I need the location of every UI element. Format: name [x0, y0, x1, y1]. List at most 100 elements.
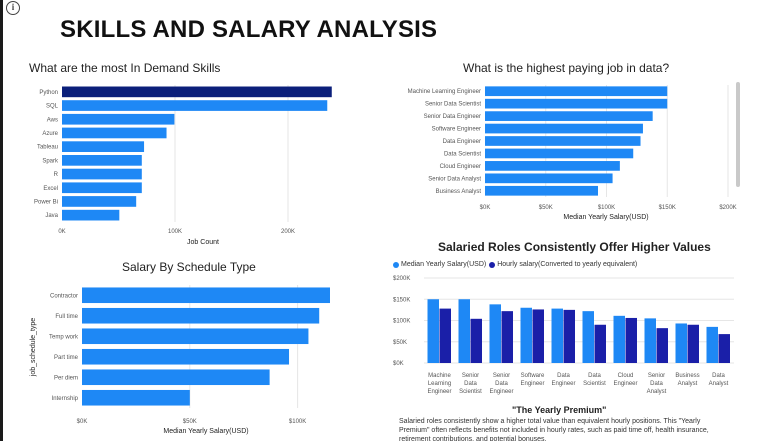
bar: [62, 182, 142, 194]
category-label: Business Analyst: [436, 189, 482, 195]
premium-note-text: Salaried roles consistently show a highe…: [399, 418, 709, 441]
legend-item-median[interactable]: Median Yearly Salary(USD): [393, 261, 486, 268]
bar: [82, 389, 190, 406]
category-label: Aws: [47, 117, 58, 123]
bar: [551, 308, 563, 363]
x-axis-label: Median Yearly Salary(USD): [563, 214, 648, 221]
bar: [656, 328, 668, 363]
x-tick-label: $100K: [289, 419, 306, 425]
info-icon[interactable]: i: [6, 1, 20, 15]
category-label: Engineer: [613, 381, 637, 387]
bar: [489, 304, 501, 363]
category-label: R: [54, 172, 59, 178]
category-label: Part time: [54, 355, 79, 361]
category-label: Azure: [42, 131, 58, 137]
category-label: Data: [588, 373, 601, 379]
category-label: Machine: [428, 373, 451, 379]
bar: [485, 98, 668, 109]
x-axis-label: Job Count: [187, 239, 219, 246]
category-label: Analyst: [647, 389, 667, 395]
category-label: Temp work: [49, 334, 79, 340]
y-tick-label: $0K: [393, 361, 404, 367]
category-label: Senior Data Scientist: [425, 102, 481, 108]
bar: [520, 307, 532, 363]
x-tick-label: $200K: [719, 205, 736, 211]
bar: [62, 127, 167, 139]
window-edge: [0, 0, 3, 441]
y-axis-label: job_schedule_type: [30, 318, 37, 377]
x-tick-label: $0K: [480, 205, 491, 211]
bar: [485, 86, 668, 97]
category-label: Engineer: [520, 381, 544, 387]
highest-paying-chart-title: What is the highest paying job in data?: [463, 61, 670, 75]
bar: [625, 317, 637, 363]
x-tick-label: $150K: [659, 205, 676, 211]
bar: [563, 309, 575, 363]
category-label: Senior Data Engineer: [424, 114, 481, 120]
category-label: Engineer: [551, 381, 575, 387]
category-label: Data: [464, 381, 477, 387]
highest-paying-scrollbar[interactable]: [736, 82, 740, 187]
category-label: Senior: [648, 373, 665, 379]
category-label: Data Engineer: [443, 139, 481, 145]
bar: [62, 155, 142, 166]
bar: [485, 123, 643, 134]
x-axis-label: Median Yearly Salary(USD): [163, 428, 248, 435]
category-label: Internship: [52, 396, 79, 402]
bar: [582, 311, 594, 363]
bar: [439, 308, 451, 363]
schedule-chart-title: Salary By Schedule Type: [122, 260, 256, 274]
y-tick-label: $150K: [393, 297, 410, 303]
category-label: Tableau: [37, 145, 58, 151]
y-tick-label: $100K: [393, 319, 410, 325]
bar: [706, 326, 718, 363]
legend-label-hourly: Hourly salary(Converted to yearly equiva…: [497, 261, 638, 268]
legend-dot-icon: [393, 261, 399, 268]
category-label: Data: [712, 373, 725, 379]
skills-chart-title: What are the most In Demand Skills: [29, 61, 221, 75]
category-label: Cloud: [618, 373, 634, 379]
category-label: Data: [650, 381, 663, 387]
legend-item-hourly[interactable]: Hourly salary(Converted to yearly equiva…: [489, 261, 637, 268]
bar: [82, 369, 270, 386]
category-label: Full time: [55, 314, 78, 320]
category-label: Power Bi: [34, 199, 58, 205]
bar: [82, 328, 309, 345]
bar: [485, 185, 598, 196]
category-label: Analyst: [678, 381, 698, 387]
bar: [62, 113, 175, 125]
bar: [687, 324, 699, 363]
y-tick-label: $200K: [393, 276, 410, 282]
bar: [485, 136, 641, 146]
bar: [501, 311, 513, 363]
category-label: Data Scientist: [444, 151, 481, 157]
category-label: Engineer: [427, 389, 451, 395]
bar: [594, 324, 606, 363]
bar: [644, 318, 656, 363]
bar: [82, 348, 290, 365]
legend-dot-icon: [489, 261, 496, 268]
category-label: Senior: [462, 373, 479, 379]
category-label: Per diem: [54, 375, 78, 381]
bar: [458, 299, 470, 363]
category-label: Spark: [42, 158, 59, 164]
category-label: Learning: [428, 381, 451, 387]
bar: [62, 86, 332, 98]
bar: [62, 100, 328, 111]
x-tick-label: $100K: [598, 205, 615, 211]
bar: [485, 148, 634, 159]
bar: [62, 209, 120, 221]
bar: [485, 161, 620, 171]
x-tick-label: 200K: [281, 229, 295, 235]
category-label: Business: [675, 373, 699, 379]
category-label: Analyst: [709, 381, 729, 387]
page-title: SKILLS AND SALARY ANALYSIS: [60, 16, 438, 43]
category-label: Excel: [43, 186, 58, 192]
category-label: SQL: [46, 104, 59, 110]
category-label: Python: [39, 90, 58, 96]
category-label: Java: [45, 213, 58, 219]
